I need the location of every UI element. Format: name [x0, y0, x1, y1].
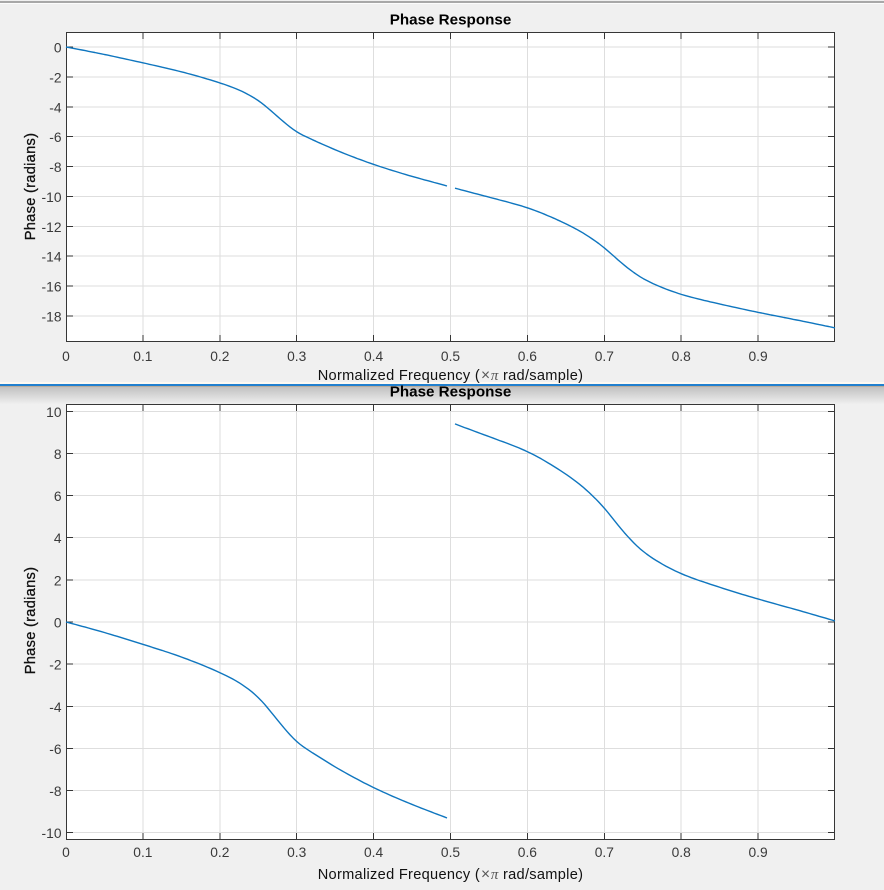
svg-text:Phase Response: Phase Response [390, 12, 512, 29]
svg-text:2: 2 [54, 573, 62, 588]
svg-text:4: 4 [54, 531, 62, 546]
svg-text:0.6: 0.6 [518, 845, 538, 860]
svg-text:0.4: 0.4 [364, 349, 384, 364]
svg-text:-8: -8 [49, 160, 62, 175]
svg-text:-2: -2 [49, 658, 61, 673]
svg-text:-14: -14 [42, 250, 62, 265]
svg-text:0.5: 0.5 [441, 349, 461, 364]
svg-text:-6: -6 [49, 130, 62, 145]
svg-text:8: 8 [54, 447, 62, 462]
svg-text:0.2: 0.2 [210, 845, 229, 860]
svg-text:0: 0 [54, 41, 62, 56]
svg-text:0.2: 0.2 [210, 349, 229, 364]
svg-text:-10: -10 [42, 190, 62, 205]
svg-text:0.5: 0.5 [441, 845, 461, 860]
svg-text:0.7: 0.7 [595, 349, 614, 364]
svg-text:10: 10 [46, 405, 62, 420]
svg-text:0.8: 0.8 [672, 845, 692, 860]
svg-text:-12: -12 [42, 220, 62, 235]
svg-text:-2: -2 [49, 70, 61, 85]
svg-text:Phase (radians): Phase (radians) [23, 133, 39, 241]
svg-text:Normalized Frequency (×π rad/s: Normalized Frequency (×π rad/sample) [318, 866, 584, 883]
svg-text:0.3: 0.3 [287, 845, 307, 860]
svg-text:-10: -10 [42, 826, 62, 841]
svg-text:0: 0 [62, 845, 70, 860]
svg-text:0.3: 0.3 [287, 349, 307, 364]
svg-text:6: 6 [54, 489, 62, 504]
svg-text:0.1: 0.1 [133, 349, 152, 364]
svg-text:0.9: 0.9 [749, 845, 769, 860]
svg-text:0.6: 0.6 [518, 349, 538, 364]
svg-text:Normalized Frequency (×π rad/s: Normalized Frequency (×π rad/sample) [318, 367, 584, 384]
svg-text:-6: -6 [49, 742, 62, 757]
svg-text:0.1: 0.1 [133, 845, 152, 860]
svg-text:0.9: 0.9 [749, 349, 769, 364]
svg-text:0.7: 0.7 [595, 845, 614, 860]
svg-text:Phase Response: Phase Response [390, 383, 512, 400]
svg-text:0.4: 0.4 [364, 845, 384, 860]
svg-text:0: 0 [62, 349, 70, 364]
svg-text:0: 0 [54, 616, 62, 631]
svg-text:-16: -16 [42, 280, 62, 295]
svg-text:Phase (radians): Phase (radians) [23, 567, 39, 675]
svg-text:-4: -4 [49, 700, 62, 715]
svg-text:-8: -8 [49, 784, 62, 799]
svg-text:-4: -4 [49, 100, 62, 115]
svg-text:0.8: 0.8 [672, 349, 692, 364]
svg-text:-18: -18 [42, 309, 62, 324]
